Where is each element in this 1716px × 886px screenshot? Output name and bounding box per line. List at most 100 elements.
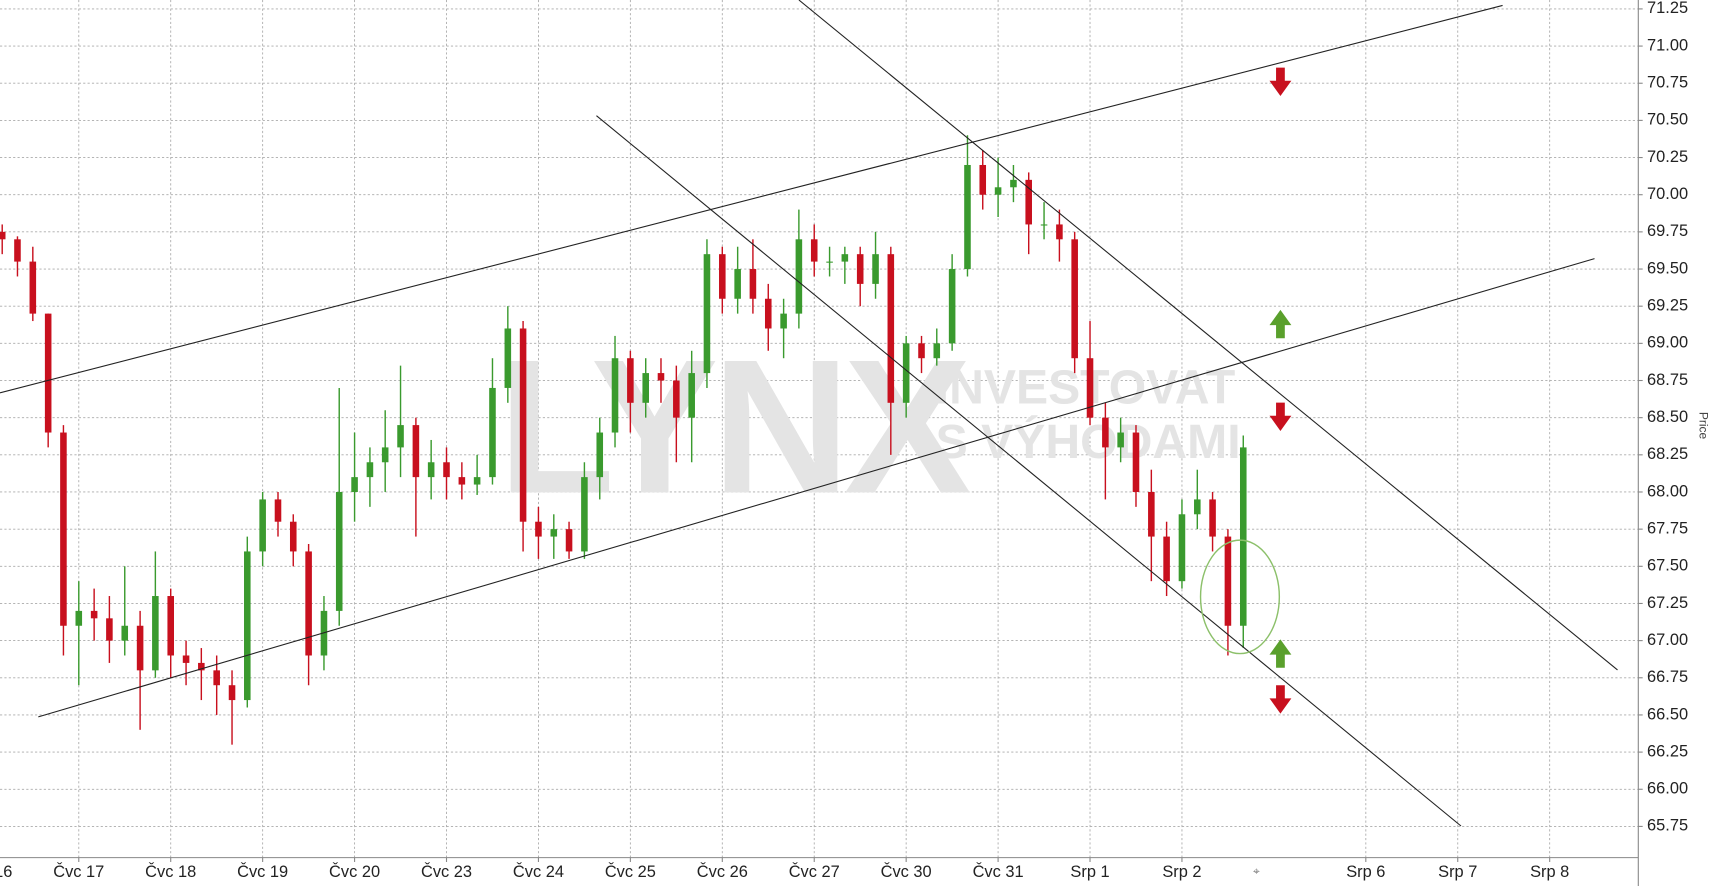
x-tick-label: Srp 2	[1162, 863, 1201, 881]
candle-body	[351, 477, 358, 492]
trend-line	[596, 115, 1462, 827]
x-tick-label: Čvc 19	[237, 862, 288, 881]
y-tick-label: 67.25	[1647, 594, 1688, 612]
y-tick-label: 69.00	[1647, 334, 1688, 352]
candle-body	[44, 313, 52, 433]
y-tick-label: 70.00	[1647, 185, 1688, 203]
candle-body	[60, 432, 67, 626]
y-tick-label: 66.50	[1647, 705, 1688, 723]
candle-body	[259, 499, 266, 552]
candle-body	[994, 187, 1002, 195]
candle-body	[948, 269, 956, 344]
candle-body	[810, 239, 818, 262]
arrow-down	[1269, 402, 1292, 431]
y-tick-label: 69.75	[1647, 222, 1688, 240]
x-tick-label: Čvc 18	[145, 862, 196, 881]
candle-body	[489, 387, 496, 478]
candle-body	[458, 477, 466, 485]
x-tick-label: Čvc 24	[513, 862, 564, 881]
candle-body	[1178, 514, 1186, 582]
candle-body	[581, 477, 588, 552]
y-tick-label: 70.25	[1647, 148, 1688, 166]
candle-body	[565, 529, 573, 552]
watermark-logo: LYNX	[498, 320, 970, 534]
candle-body	[152, 596, 159, 671]
candle-body	[749, 269, 757, 299]
y-tick-label: 68.50	[1647, 408, 1688, 426]
candle-body	[14, 239, 21, 262]
candle-body	[642, 373, 650, 403]
candle-body	[427, 462, 435, 478]
axes: 65.75 66.00 66.25 66.50 66.75 67.00 67.25 67.50…	[0, 0, 1688, 881]
y-tick-label: 68.00	[1647, 482, 1688, 500]
candle-body	[1224, 536, 1232, 626]
candle-body	[366, 462, 374, 478]
candle-body	[381, 447, 389, 463]
candle-body	[964, 164, 971, 270]
candle-body	[719, 254, 726, 299]
candle-body	[627, 358, 634, 403]
candle-body	[443, 462, 450, 478]
candle-body	[228, 685, 236, 701]
y-tick-label: 66.75	[1647, 668, 1688, 686]
highlight-ellipse	[1199, 539, 1281, 655]
candles	[0, 135, 1247, 745]
grid	[0, 0, 1639, 858]
candle-body	[611, 358, 619, 433]
y-tick-label: 66.00	[1647, 780, 1688, 798]
candle-body	[872, 254, 879, 284]
candle-body	[734, 269, 741, 299]
arrow-up	[1269, 309, 1292, 339]
candle-body	[167, 596, 174, 656]
candle-body	[0, 231, 6, 240]
candle-body	[1148, 491, 1155, 537]
y-tick-label: 67.50	[1647, 557, 1688, 575]
candle-body	[535, 521, 542, 537]
candle-body	[1102, 417, 1109, 448]
y-tick-label: 67.00	[1647, 631, 1688, 649]
candle-body	[90, 610, 98, 619]
x-tick-label: Čvc 27	[789, 862, 840, 881]
candle-body	[274, 499, 282, 522]
y-tick-label: 69.50	[1647, 259, 1688, 277]
x-tick-label: Čvc 25	[605, 862, 656, 881]
candle-body	[887, 254, 895, 403]
watermark-line: INVESTOVAT	[936, 360, 1236, 414]
candle-body	[305, 551, 312, 656]
y-tick-label: 66.25	[1647, 742, 1688, 760]
watermark: LYNX INVESTOVAT S VÝHODAMI	[498, 320, 1241, 534]
candle-body	[1209, 499, 1216, 537]
candle-body	[182, 655, 190, 663]
candle-body	[335, 491, 343, 611]
trend-line	[798, 0, 1618, 671]
candle-body	[764, 298, 772, 329]
candle-body	[1132, 432, 1140, 492]
arrow-down	[1269, 67, 1292, 97]
candle-body	[1040, 224, 1048, 226]
y-tick-label: 71.00	[1647, 36, 1688, 54]
candle-body	[918, 343, 925, 359]
candle-body	[550, 529, 558, 537]
y-tick-label: 67.75	[1647, 519, 1688, 537]
trend-line	[38, 258, 1595, 718]
candle-body	[75, 610, 83, 626]
candle-body	[673, 380, 680, 418]
x-tick-label: Srp 1	[1070, 863, 1109, 881]
arrow-down	[1269, 685, 1292, 714]
candle-body	[106, 618, 113, 641]
candle-body	[703, 254, 711, 374]
candle-body	[1010, 179, 1017, 188]
x-tick-label: Srp 6	[1346, 863, 1385, 881]
x-tick-label: Srp 8	[1530, 863, 1569, 881]
candle-body	[1086, 358, 1094, 418]
candle-body	[29, 261, 37, 314]
candle-body	[596, 432, 604, 478]
candle-body	[397, 425, 404, 448]
current-marker: ⌖	[1253, 864, 1260, 878]
x-tick-label: Čvc 26	[697, 862, 748, 881]
candle-body	[504, 328, 512, 388]
arrow-up	[1269, 639, 1292, 668]
candle-body	[213, 670, 220, 686]
